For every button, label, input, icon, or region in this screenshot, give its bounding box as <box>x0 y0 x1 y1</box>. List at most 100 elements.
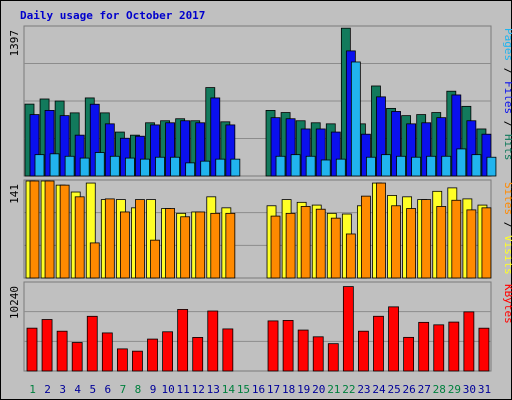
kbytes-bar-day-13 <box>207 310 219 372</box>
kbytes-bar-day-1 <box>26 327 38 372</box>
files-bar-day-21 <box>330 131 341 177</box>
legend-part-0: KBytes <box>502 284 512 324</box>
day-label: 25 <box>387 383 400 396</box>
files-bar-day-30 <box>466 120 477 177</box>
pages-bar-day-17 <box>275 155 286 177</box>
sites-bar-day-2 <box>44 180 55 279</box>
pages-bar-day-2 <box>49 153 60 177</box>
sites-bar-day-14 <box>225 212 236 279</box>
kbytes-bar-day-5 <box>86 315 98 372</box>
day-label: 14 <box>222 383 236 396</box>
sites-bar-day-21 <box>330 217 341 279</box>
files-bar-day-9 <box>150 124 160 177</box>
files-bar-day-2 <box>44 110 55 177</box>
files-bar-day-27 <box>421 122 432 177</box>
sites-bar-day-9 <box>150 239 160 279</box>
pages-bar-day-9 <box>155 156 165 177</box>
panel-max-label: 1397 <box>8 30 21 57</box>
pages-bar-day-30 <box>471 154 482 177</box>
sites-bar-day-29 <box>451 199 462 279</box>
pages-bar-day-11 <box>185 162 196 177</box>
legend-part-2: Files <box>502 81 512 114</box>
sites-bar-day-3 <box>59 184 70 279</box>
day-axis: 1 2 3 4 5 6 7 8 9 10 11 12 13 14 15 16 17 18 19 20 21 22 23 24 2… <box>29 383 491 396</box>
sites-bar-day-7 <box>119 211 130 279</box>
pages-bar-day-6 <box>109 155 120 177</box>
day-label: 23 <box>357 383 370 396</box>
legend-part-1: / <box>502 61 512 81</box>
day-label: 24 <box>372 383 386 396</box>
day-label: 31 <box>478 383 491 396</box>
pages-bar-day-23 <box>366 156 376 177</box>
kbytes-bar-day-31 <box>478 327 490 372</box>
day-label: 4 <box>74 383 81 396</box>
panel-3: 10240 KBytes <box>8 281 512 372</box>
pages-bar-day-26 <box>411 156 422 177</box>
panel-1: 1397 Pages / Files / Hits <box>8 25 512 177</box>
day-label: 5 <box>89 383 96 396</box>
kbytes-bar-day-14 <box>222 328 234 372</box>
files-bar-day-13 <box>210 97 221 177</box>
files-bar-day-20 <box>315 128 326 177</box>
kbytes-bar-day-18 <box>282 320 294 372</box>
day-label: 16 <box>252 383 265 396</box>
pages-bar-day-7 <box>124 157 135 177</box>
kbytes-bar-day-27 <box>418 321 430 372</box>
pages-bar-day-4 <box>79 157 90 177</box>
kbytes-bar-day-10 <box>162 331 173 372</box>
sites-bar-day-22 <box>345 233 356 279</box>
day-label: 11 <box>177 383 190 396</box>
sites-bar-day-28 <box>436 206 447 279</box>
legend-part-0: Pages <box>502 28 512 61</box>
legend-part-3: / <box>502 114 512 134</box>
sites-bar-day-6 <box>104 198 115 279</box>
kbytes-bar-day-9 <box>147 338 158 372</box>
series-files <box>29 50 492 177</box>
kbytes-bar-day-17 <box>267 320 279 372</box>
sites-bar-day-4 <box>74 196 85 279</box>
sites-bar-day-10 <box>165 208 175 279</box>
sites-bar-day-18 <box>285 212 296 279</box>
files-bar-day-23 <box>361 133 371 177</box>
pages-bar-day-22 <box>350 61 361 177</box>
sites-bar-day-24 <box>376 182 386 279</box>
sites-bar-day-31 <box>481 207 492 279</box>
kbytes-bar-day-26 <box>403 336 415 372</box>
day-label: 12 <box>192 383 205 396</box>
day-label: 3 <box>59 383 66 396</box>
day-label: 8 <box>135 383 142 396</box>
kbytes-bar-day-8 <box>132 350 143 372</box>
day-label: 30 <box>463 383 476 396</box>
panel-legend: Pages / Files / Hits <box>502 28 512 161</box>
kbytes-bar-day-12 <box>192 337 204 372</box>
pages-bar-day-12 <box>200 160 211 177</box>
day-label: 29 <box>448 383 461 396</box>
files-bar-day-18 <box>285 118 296 177</box>
kbytes-bar-day-3 <box>56 330 68 372</box>
pages-bar-day-18 <box>290 154 301 177</box>
kbytes-bar-day-19 <box>297 329 309 372</box>
files-bar-day-14 <box>225 124 236 177</box>
files-bar-day-4 <box>74 134 85 177</box>
panel-legend: KBytes <box>502 284 512 324</box>
sites-bar-day-1 <box>29 180 40 279</box>
files-bar-day-25 <box>391 111 401 177</box>
legend-part-4: Hits <box>502 134 512 161</box>
kbytes-bar-day-25 <box>388 306 399 372</box>
kbytes-bar-day-6 <box>101 332 113 372</box>
pages-bar-day-19 <box>305 155 316 177</box>
sites-bar-day-26 <box>406 208 417 279</box>
day-label: 9 <box>150 383 157 396</box>
sites-bar-day-20 <box>315 208 326 279</box>
files-bar-day-17 <box>270 117 281 177</box>
panel-2: 141 Sites / Visits <box>8 179 512 279</box>
day-label: 19 <box>297 383 310 396</box>
day-label: 6 <box>105 383 112 396</box>
kbytes-bar-day-20 <box>312 336 324 372</box>
day-label: 13 <box>207 383 220 396</box>
kbytes-bar-day-28 <box>433 324 445 372</box>
series-sites <box>29 180 492 279</box>
panel-max-label: 141 <box>8 184 21 204</box>
pages-bar-day-27 <box>426 155 437 177</box>
panel-max-label: 10240 <box>8 286 21 319</box>
